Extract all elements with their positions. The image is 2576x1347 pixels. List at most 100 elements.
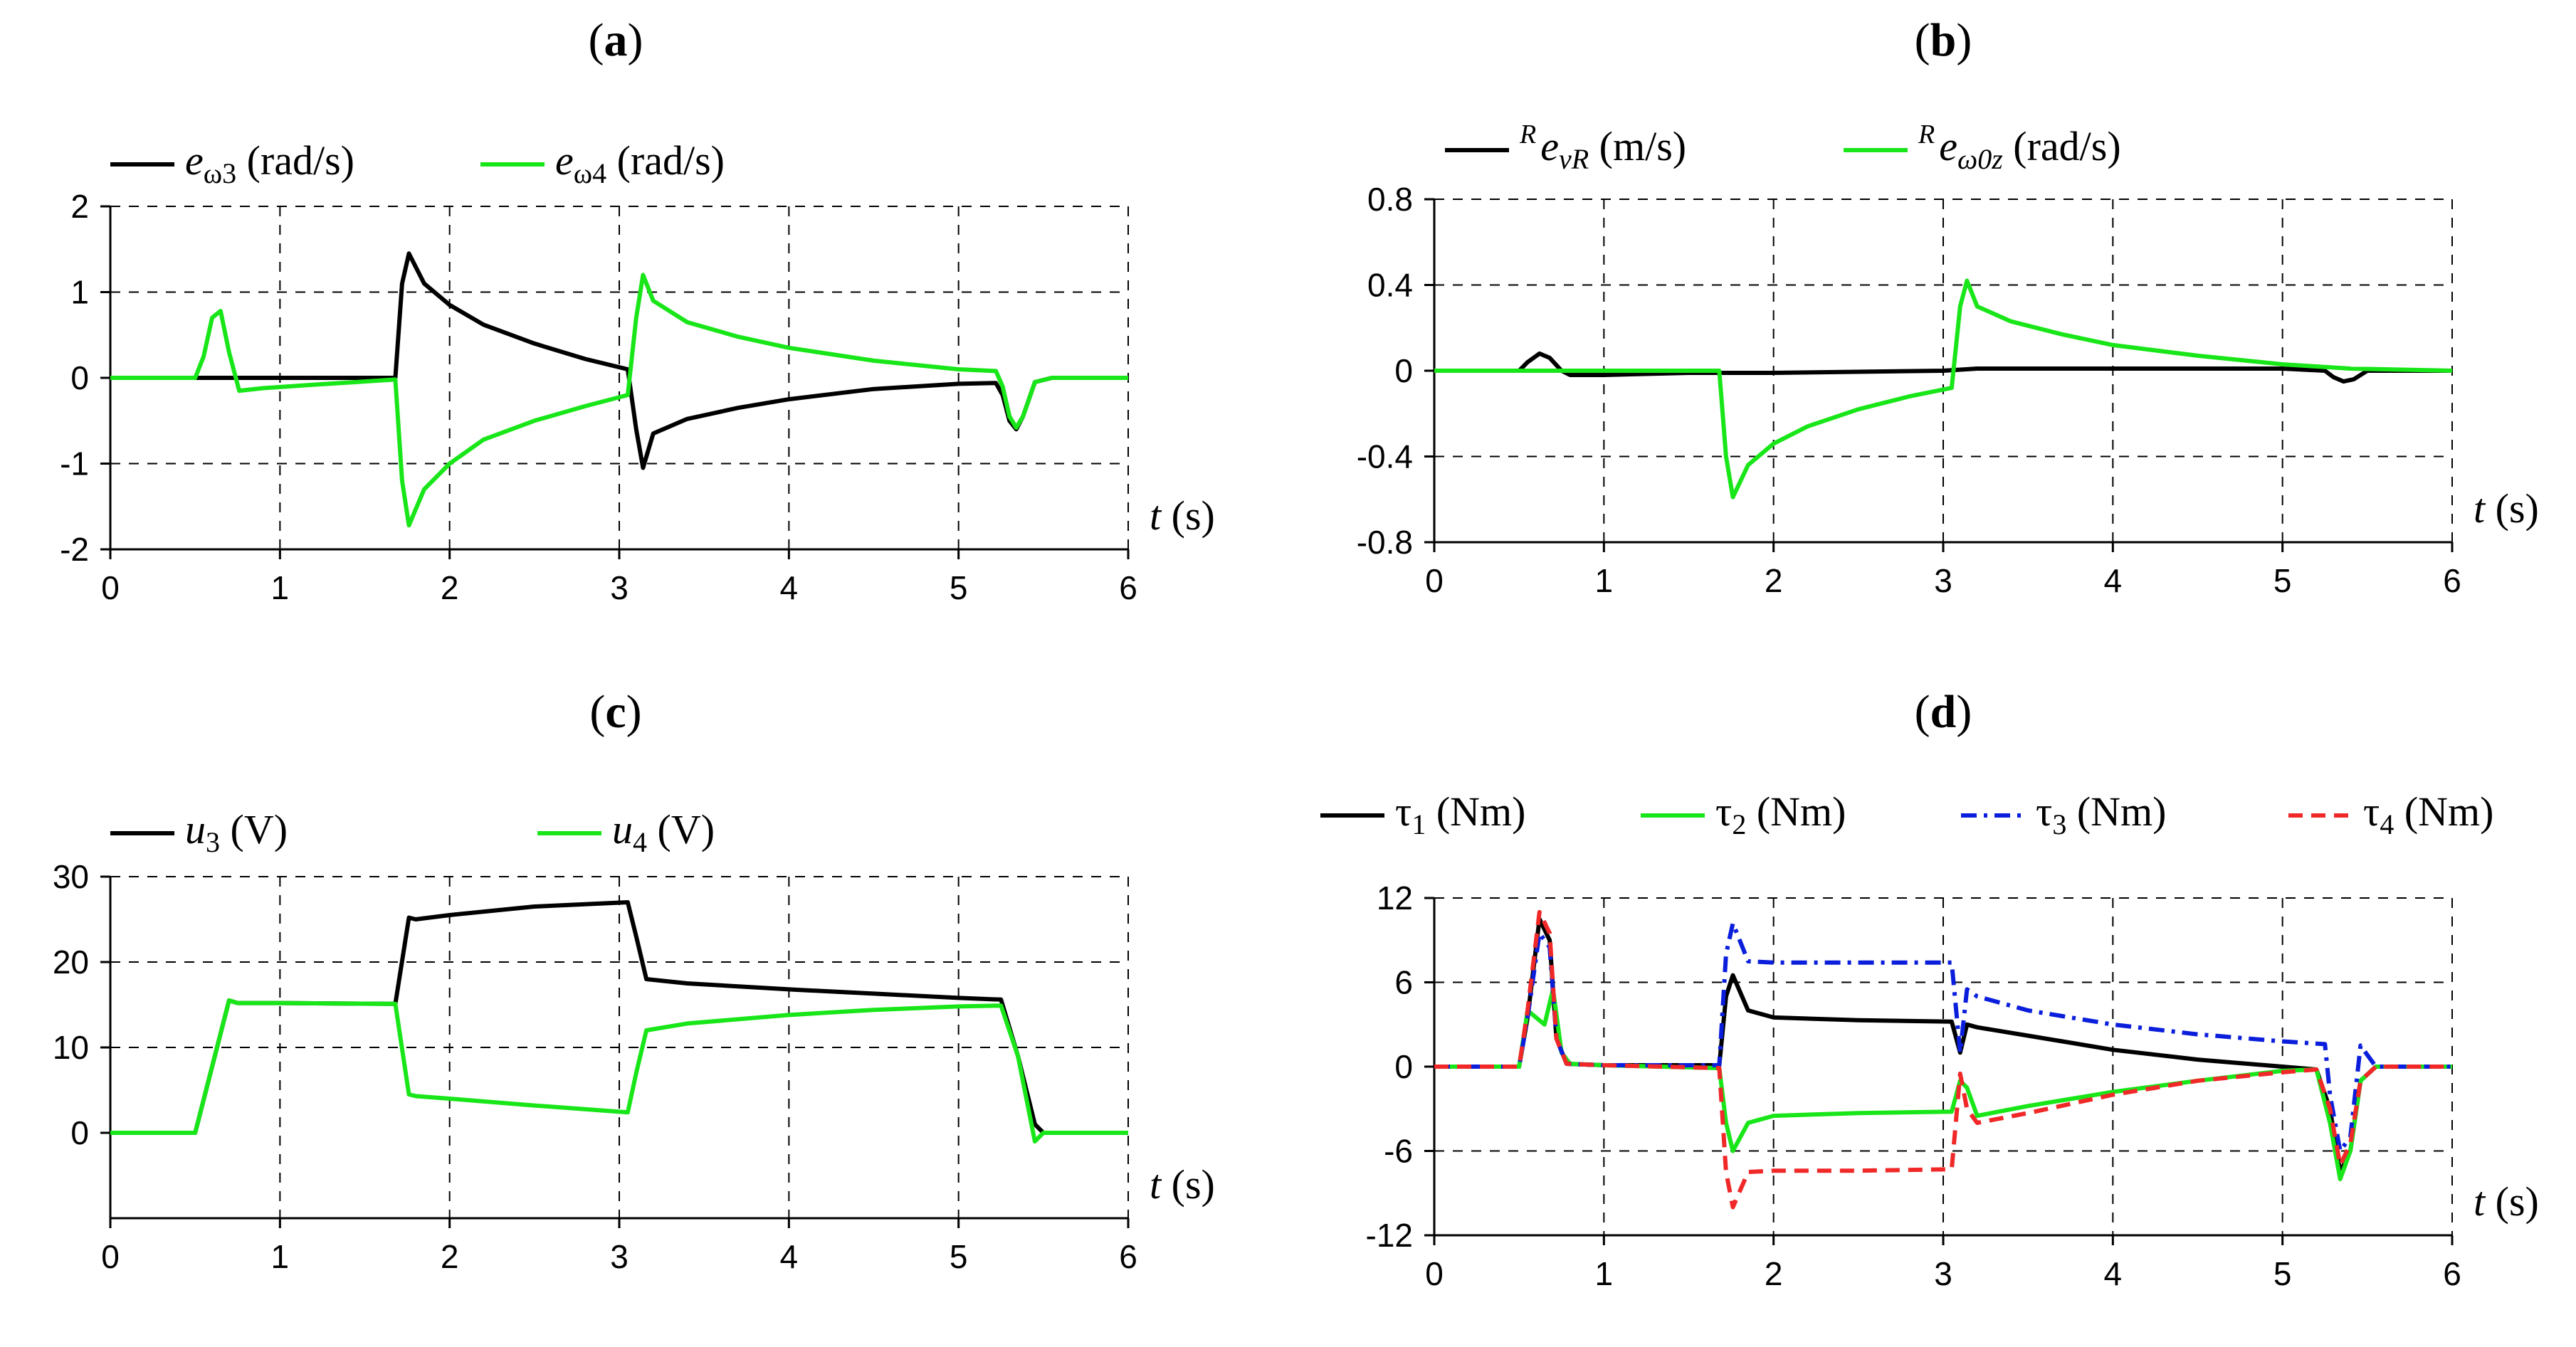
legend-unit: (V): [220, 806, 288, 852]
x-tick-label: 2: [1765, 562, 1783, 599]
legend-label: u3 (V): [185, 806, 288, 858]
legend-unit: (Nm): [1746, 788, 1846, 835]
legend-label: eω4 (rad/s): [555, 137, 725, 189]
x-tick-label: 4: [2104, 1255, 2123, 1292]
x-tick-label: 3: [610, 1238, 629, 1275]
legend-sub: ω0z: [1957, 143, 2003, 175]
y-tick-label: -0.8: [1357, 524, 1413, 561]
x-tick-label: 5: [950, 1238, 968, 1275]
panel-letter: d: [1930, 686, 1957, 738]
x-tick-label: 5: [950, 569, 968, 606]
panel-letter: c: [605, 686, 626, 738]
legend-symbol: τ: [2036, 788, 2052, 835]
y-tick-label: 12: [1377, 879, 1413, 917]
x-axis-label: t (s): [1150, 492, 1215, 539]
y-tick-label: -12: [1366, 1217, 1413, 1254]
x-tick-label: 4: [2104, 562, 2123, 599]
y-tick-label: 2: [70, 188, 89, 225]
legend-unit: (m/s): [1589, 123, 1686, 169]
y-tick-label: 0.8: [1367, 181, 1413, 218]
legend-sub: 4: [2380, 808, 2394, 840]
x-tick-label: 4: [780, 569, 799, 606]
legend-label: τ2 (Nm): [1715, 788, 1846, 840]
x-tick-label: 0: [101, 1238, 120, 1275]
x-tick-label: 6: [2443, 562, 2461, 599]
x-tick-label: 2: [441, 1238, 459, 1275]
x-tick-label: 5: [2273, 1255, 2292, 1292]
legend-label: τ1 (Nm): [1395, 788, 1525, 840]
legend-unit: (rad/s): [236, 137, 354, 184]
y-tick-label: 1: [70, 274, 89, 311]
x-tick-label: 0: [1425, 562, 1444, 599]
y-tick-label: -0.4: [1357, 438, 1413, 475]
legend-sup: R: [1519, 120, 1536, 149]
y-tick-label: 0: [70, 1114, 89, 1151]
legend-sub: ω4: [574, 157, 606, 189]
x-axis-label: t (s): [2474, 485, 2539, 532]
legend-symbol: e: [1540, 123, 1559, 169]
x-tick-label: 2: [1765, 1255, 1783, 1292]
panel-title: (c): [589, 686, 641, 738]
legend-sub: 3: [206, 826, 220, 858]
y-tick-label: 6: [1394, 964, 1413, 1001]
series-line-2: [1434, 278, 2453, 500]
legend-unit: (Nm): [2394, 788, 2493, 835]
legend-sup: R: [1918, 120, 1935, 149]
legend-symbol: τ: [1395, 788, 1411, 835]
legend-sub: 4: [633, 826, 647, 858]
x-axis-label: t (s): [1150, 1161, 1215, 1208]
y-tick-label: 0: [1394, 352, 1413, 389]
legend-label: τ4 (Nm): [2363, 788, 2493, 840]
x-tick-label: 6: [1119, 1238, 1137, 1275]
legend-unit: (Nm): [2066, 788, 2166, 835]
x-tick-label: 0: [101, 569, 120, 606]
legend-sub: ω3: [204, 157, 236, 189]
legend-unit: (V): [647, 806, 715, 852]
legend-symbol: e: [1939, 123, 1957, 169]
legend-symbol: e: [555, 137, 574, 184]
legend-sub: 1: [1411, 808, 1426, 840]
legend-symbol: u: [185, 806, 206, 852]
series-line-4: [1434, 909, 2452, 1210]
panel-letter: b: [1930, 14, 1957, 66]
legend-symbol: u: [612, 806, 633, 852]
series-line-2: [110, 273, 1128, 528]
x-tick-label: 4: [780, 1238, 799, 1275]
series-line-1: [1434, 351, 2452, 384]
y-tick-label: -6: [1384, 1133, 1413, 1170]
y-tick-label: 10: [53, 1029, 89, 1066]
x-tick-label: 6: [2443, 1255, 2461, 1292]
y-tick-label: 0: [1394, 1048, 1413, 1085]
y-tick-label: 20: [53, 944, 89, 981]
y-tick-label: 30: [53, 858, 89, 895]
y-tick-label: -2: [60, 531, 89, 568]
y-tick-label: -1: [60, 445, 89, 482]
x-tick-label: 3: [1934, 1255, 1952, 1292]
legend-sub: 3: [2052, 808, 2066, 840]
y-tick-label: 0.4: [1367, 267, 1413, 304]
legend-label: τ3 (Nm): [2036, 788, 2166, 840]
x-tick-label: 1: [271, 1238, 290, 1275]
x-axis-label: t (s): [2474, 1178, 2539, 1225]
x-tick-label: 0: [1425, 1255, 1444, 1292]
legend-label: eω3 (rad/s): [185, 137, 354, 189]
x-tick-label: 1: [271, 569, 290, 606]
legend-symbol: τ: [1715, 788, 1732, 835]
legend-unit: (rad/s): [2003, 123, 2121, 169]
legend-sub: vR: [1559, 143, 1589, 175]
panel-letter: a: [604, 14, 628, 66]
panel-b: (b)0 1 2 3 4 5 6-0.8-0.400.40.8t (s)R evR (m/s)…: [1357, 14, 2539, 599]
x-tick-label: 1: [1595, 562, 1614, 599]
legend-unit: (Nm): [1426, 788, 1525, 835]
x-tick-label: 2: [441, 569, 459, 606]
x-tick-label: 1: [1595, 1255, 1614, 1292]
x-tick-label: 6: [1119, 569, 1137, 606]
panel-title: (d): [1915, 686, 1972, 738]
x-tick-label: 3: [1934, 562, 1952, 599]
